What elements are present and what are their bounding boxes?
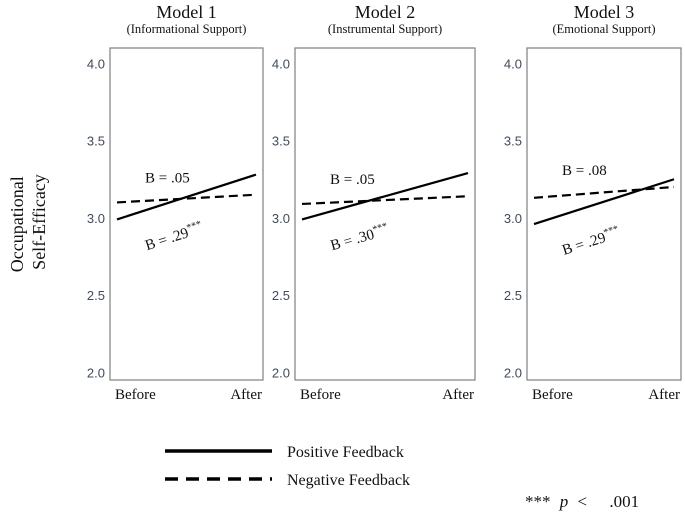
y-tick-label: 2.5 (87, 288, 105, 303)
coefficient-prefix: B = (145, 171, 171, 187)
plot-frame (294, 47, 476, 381)
coefficient-prefix: B = (562, 163, 588, 179)
y-axis-label-line-1: Occupational (7, 176, 27, 272)
panel-subtitle: (Emotional Support) (552, 22, 655, 36)
panel-subtitle: (Informational Support) (127, 22, 247, 36)
coefficient-value: .29 (168, 225, 191, 246)
y-tick-label: 2.0 (272, 365, 290, 380)
panel-title: Model 3 (574, 2, 635, 22)
y-tick-label: 4.0 (87, 56, 105, 71)
y-tick-label: 3.0 (87, 211, 105, 226)
y-tick-label: 4.0 (272, 56, 290, 71)
coefficient-prefix: B = (560, 236, 590, 259)
legend-positive-label: Positive Feedback (287, 444, 404, 461)
panel-title: Model 2 (355, 2, 416, 22)
significance-op: < (578, 492, 588, 511)
panel-model-1: Model 1(Informational Support) 2.0 2.5 3.0 3… (87, 2, 264, 403)
positive-feedback-line (301, 172, 469, 221)
plot-frame (526, 47, 682, 381)
plot-frame (109, 47, 264, 381)
coefficient-prefix: B = (143, 231, 173, 254)
significance-stars: *** (602, 224, 620, 239)
x-tick-label: Before (300, 387, 341, 403)
significance-value: .001 (609, 492, 639, 511)
negative-feedback-line (116, 193, 257, 204)
legend: Positive Feedback Negative Feedback (165, 444, 410, 489)
positive-feedback-line (533, 178, 675, 226)
y-tick-label: 2.0 (504, 365, 522, 380)
coefficient-label-negative: B = .08 (562, 163, 607, 179)
coefficient-label-positive: B = .29*** (143, 219, 205, 254)
y-tick-label: 4.0 (504, 56, 522, 71)
coefficient-prefix: B = (330, 172, 356, 188)
x-tick-label: After (648, 387, 680, 403)
panel-model-3: Model 3(Emotional Support) 2.0 2.5 3.0 3.5 4.… (504, 2, 682, 403)
x-tick-label: Before (115, 387, 156, 403)
coefficient-label-positive: B = .29*** (560, 224, 622, 259)
y-tick-label: 3.5 (504, 134, 522, 149)
legend-negative-label: Negative Feedback (287, 472, 410, 489)
coefficient-prefix: B = (329, 232, 358, 254)
negative-feedback-line (301, 195, 469, 206)
positive-feedback-line (116, 173, 257, 221)
coefficient-label-positive: B = .30*** (328, 221, 390, 254)
coefficient-value: .05 (356, 172, 375, 188)
panel-title: Model 1 (156, 2, 217, 22)
x-tick-label: Before (532, 387, 573, 403)
coefficient-label-negative: B = .05 (145, 171, 190, 187)
x-tick-label: After (442, 387, 474, 403)
y-tick-label: 3.5 (87, 134, 105, 149)
x-tick-label: After (230, 387, 262, 403)
negative-feedback-line (533, 185, 675, 199)
significance-stars: *** (185, 219, 203, 234)
chart-panels: Model 1(Informational Support) 2.0 2.5 3.0 3… (87, 2, 682, 403)
y-tick-label: 2.5 (504, 288, 522, 303)
coefficient-value: .30 (354, 227, 376, 247)
coefficient-label-negative: B = .05 (330, 172, 375, 188)
significance-p: p (559, 492, 569, 511)
y-axis-label-line-2: Self-Efficacy (29, 174, 49, 270)
significance-stars: *** (525, 492, 551, 511)
y-tick-label: 3.5 (272, 134, 290, 149)
significance-note: *** p < .001 (525, 492, 639, 511)
y-tick-label: 2.0 (87, 365, 105, 380)
y-axis-label: Occupational Self-Efficacy (7, 172, 49, 272)
y-tick-label: 3.0 (272, 211, 290, 226)
coefficient-value: .05 (171, 171, 190, 187)
panel-model-2: Model 2(Instrumental Support) 2.0 2.5 3.0 3.… (272, 2, 476, 403)
significance-stars: *** (371, 221, 388, 236)
y-tick-label: 3.0 (504, 211, 522, 226)
coefficient-value: .08 (588, 163, 607, 179)
coefficient-value: .29 (585, 230, 608, 251)
y-tick-label: 2.5 (272, 288, 290, 303)
panel-subtitle: (Instrumental Support) (328, 22, 442, 36)
